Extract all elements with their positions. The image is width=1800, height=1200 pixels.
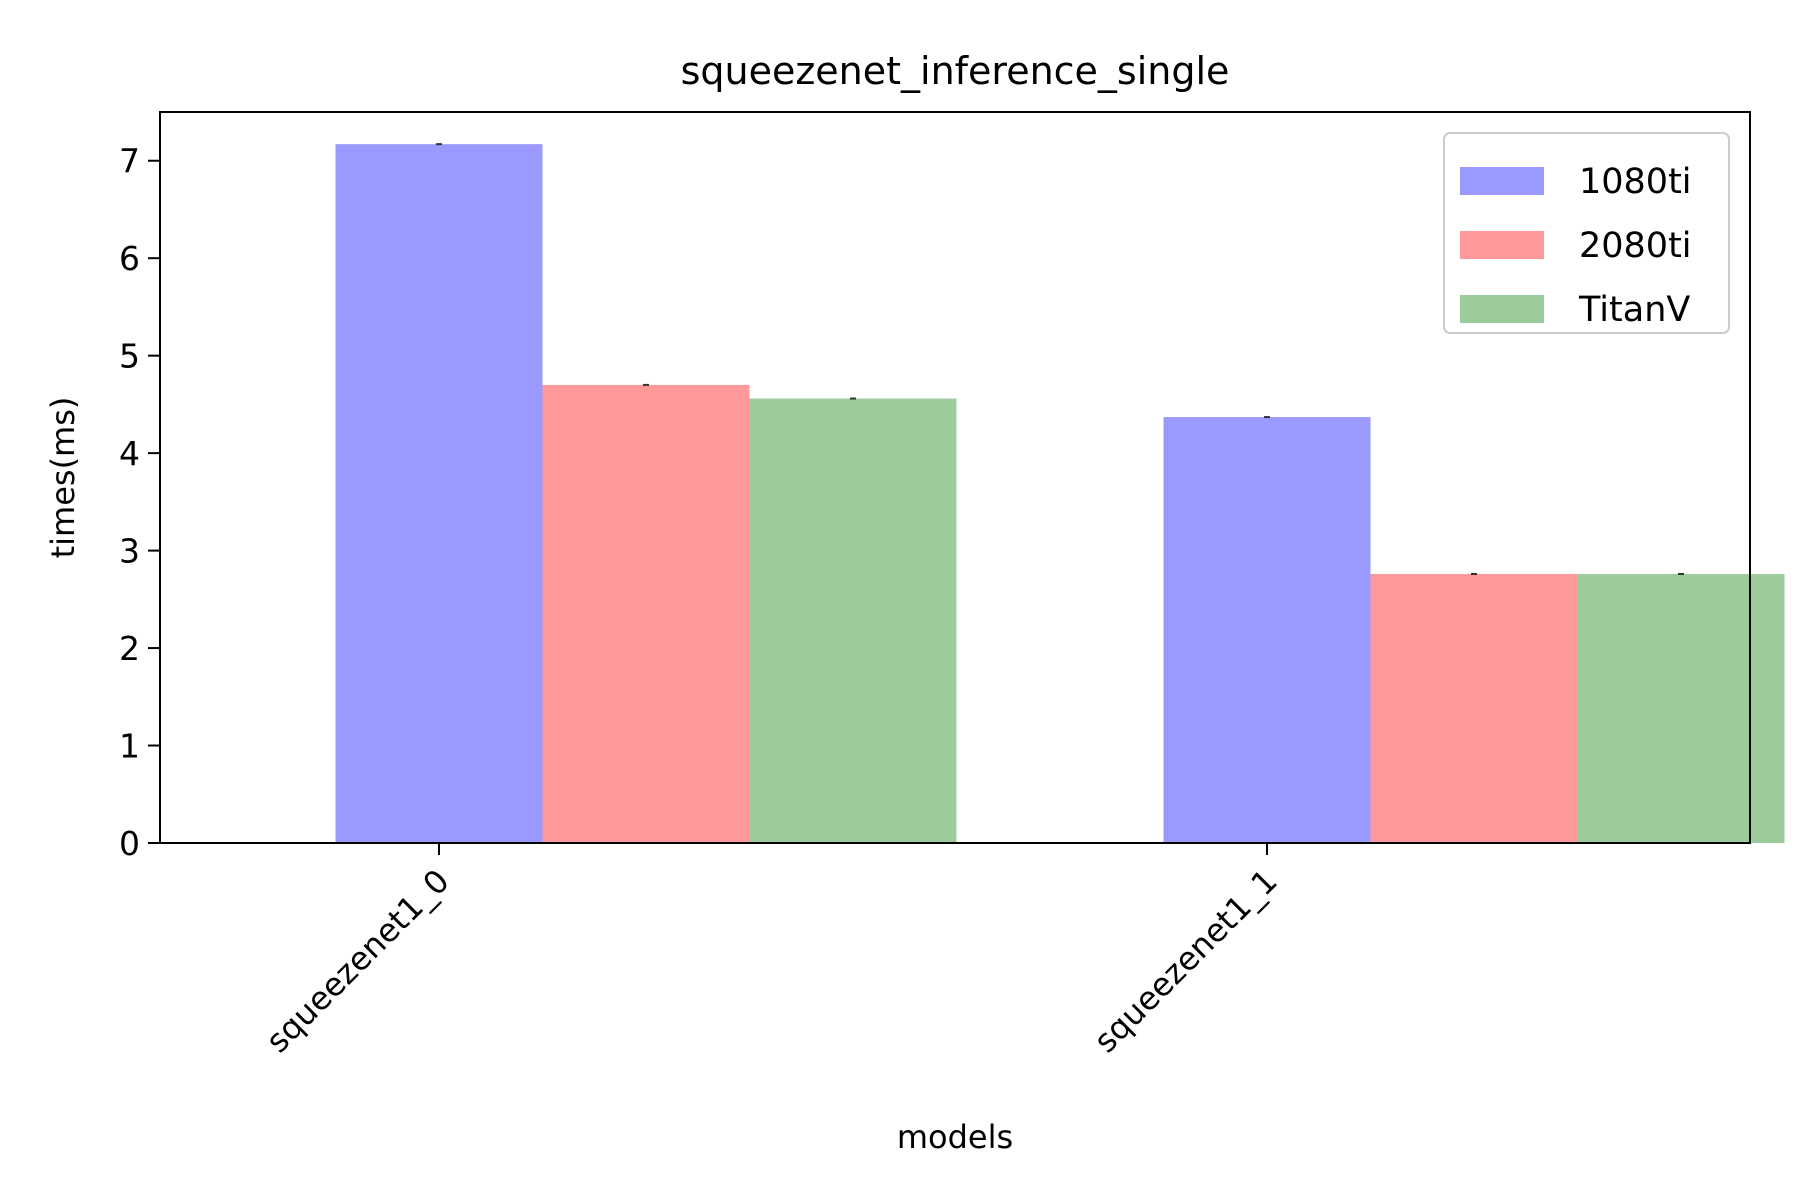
y-axis: 0 1 2 3 4 5 6 7	[119, 142, 160, 863]
y-tick-label: 6	[119, 239, 140, 278]
y-tick-label: 7	[119, 142, 140, 181]
chart-title: squeezenet_inference_single	[681, 49, 1230, 93]
plot-frame	[159, 111, 1751, 844]
y-tick-label: 4	[119, 434, 140, 473]
bar-2080ti-squeezenet1_1	[1370, 573, 1578, 843]
bar-TitanV-squeezenet1_1	[1577, 573, 1785, 843]
x-axis-label: models	[897, 1118, 1013, 1156]
legend-swatch	[1460, 231, 1544, 259]
legend-label: 1080ti	[1579, 162, 1692, 202]
legend: 1080ti 2080ti TitanV	[1443, 132, 1730, 334]
x-axis: squeezenet1_0 squeezenet1_1	[258, 843, 1285, 1060]
legend-label: 2080ti	[1579, 226, 1692, 266]
legend-swatch	[1460, 295, 1544, 323]
bar-TitanV-squeezenet1_0	[749, 398, 957, 843]
y-tick-label: 2	[119, 629, 140, 668]
y-tick-label: 3	[119, 532, 140, 571]
y-tick-label: 0	[119, 824, 140, 863]
bar-1080ti-squeezenet1_0	[335, 144, 543, 843]
y-tick-label: 1	[119, 727, 140, 766]
legend-label: TitanV	[1578, 290, 1690, 330]
x-tick-label: squeezenet1_0	[258, 862, 456, 1060]
legend-swatch	[1460, 167, 1544, 195]
bar-2080ti-squeezenet1_0	[542, 384, 750, 843]
y-axis-label: times(ms)	[44, 397, 82, 559]
x-tick-label: squeezenet1_1	[1086, 862, 1284, 1060]
bar-1080ti-squeezenet1_1	[1163, 417, 1371, 843]
y-tick-label: 5	[119, 337, 140, 376]
